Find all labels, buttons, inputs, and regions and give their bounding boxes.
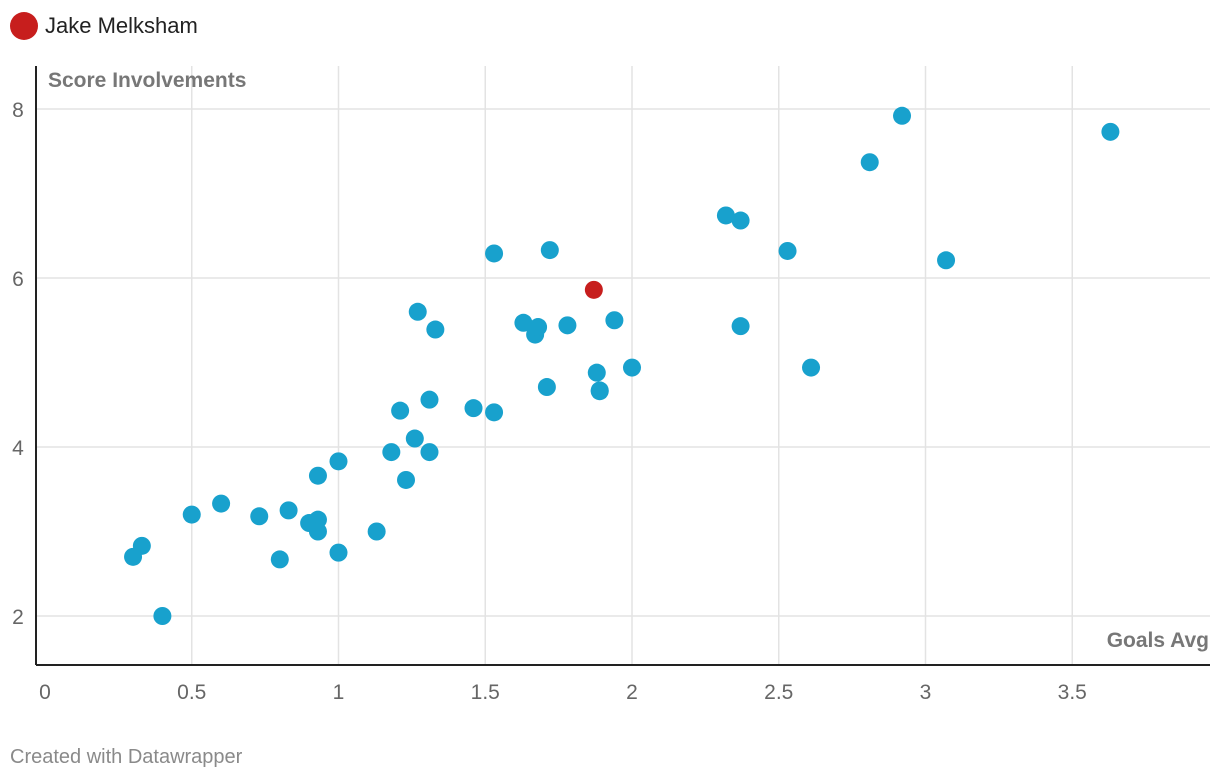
y-tick-label: 6 <box>12 268 24 291</box>
x-tick-label: 1 <box>333 681 345 704</box>
data-point <box>540 241 559 260</box>
y-tick-label: 4 <box>12 437 24 460</box>
data-point <box>485 403 504 422</box>
data-point <box>802 358 821 377</box>
data-point <box>514 313 533 332</box>
data-point <box>716 206 735 225</box>
x-tick-label: 2.5 <box>764 681 793 704</box>
data-point <box>182 505 201 524</box>
footer-credit: Created with Datawrapper <box>10 746 243 768</box>
legend: Jake Melksham <box>10 12 198 40</box>
data-point <box>426 320 445 339</box>
data-point <box>408 302 427 321</box>
data-point <box>212 494 231 513</box>
data-point <box>270 550 289 569</box>
data-point <box>329 452 348 471</box>
y-gridlines <box>36 108 1210 617</box>
data-point <box>485 244 504 263</box>
data-point <box>778 241 797 260</box>
x-tick-label: 3.5 <box>1058 681 1087 704</box>
data-point <box>308 466 327 485</box>
data-point <box>590 382 609 401</box>
y-axis-title: Score Involvements <box>48 69 246 92</box>
data-point <box>132 536 151 555</box>
data-point <box>937 251 956 270</box>
data-points <box>124 106 1120 625</box>
data-point <box>405 429 424 448</box>
x-gridlines <box>191 66 1073 665</box>
data-point <box>153 607 172 625</box>
data-point <box>397 470 416 489</box>
y-tick-label: 2 <box>12 606 24 629</box>
legend-swatch <box>10 12 38 40</box>
data-point <box>587 363 606 382</box>
data-point <box>464 399 483 418</box>
data-point <box>529 318 548 337</box>
data-point <box>893 106 912 125</box>
data-point <box>860 153 879 172</box>
data-point <box>731 211 750 230</box>
highlighted-data-point <box>584 280 603 299</box>
x-tick-label: 1.5 <box>471 681 500 704</box>
x-tick-label: 2 <box>626 681 638 704</box>
data-point <box>731 317 750 336</box>
data-point <box>250 507 269 526</box>
data-point <box>605 311 624 330</box>
data-point <box>382 443 401 462</box>
data-point <box>279 501 298 520</box>
data-point <box>623 358 641 377</box>
data-point <box>367 522 386 541</box>
data-point <box>308 522 327 541</box>
legend-label: Jake Melksham <box>45 13 198 38</box>
data-point <box>391 401 410 420</box>
x-tick-label: 0.5 <box>177 681 206 704</box>
data-point <box>558 316 577 335</box>
data-point <box>537 378 556 397</box>
data-point <box>420 443 439 462</box>
tick-labels: 0 0.5 1 1.5 2 2.5 3 3.5 2 4 6 8 <box>12 99 1087 704</box>
axis-titles: Score Involvements Goals Avg <box>48 69 1209 652</box>
data-point <box>420 390 439 409</box>
y-tick-label: 8 <box>12 99 24 122</box>
x-axis-title: Goals Avg <box>1107 629 1209 652</box>
axes <box>35 66 1210 666</box>
data-point <box>329 543 348 562</box>
x-tick-label: 0 <box>39 681 51 704</box>
x-tick-label: 3 <box>920 681 932 704</box>
data-point <box>1101 122 1120 141</box>
